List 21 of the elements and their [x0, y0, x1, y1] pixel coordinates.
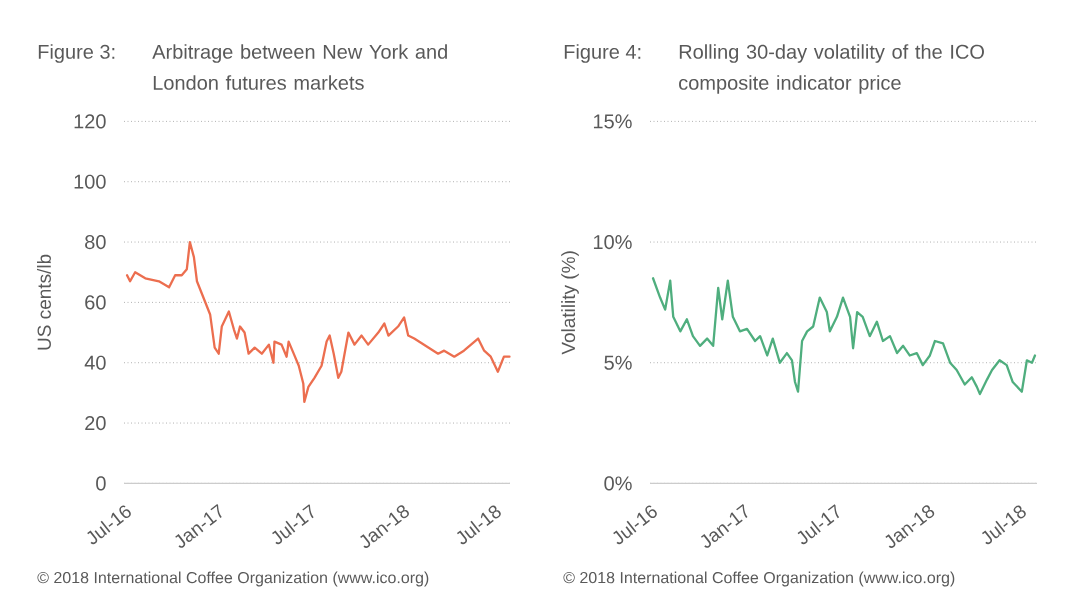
y-tick-label: 5%: [604, 355, 632, 370]
y-tick-label: 0: [96, 476, 106, 491]
y-tick-label: 20: [85, 415, 106, 431]
chart-subtitle: Arbitrage between New York and London futures markets: [152, 44, 447, 90]
y-tick-label: 60: [85, 295, 106, 310]
chart-title: Figure 3:: [38, 44, 115, 63]
y-tick-label: 100: [74, 174, 106, 189]
y-tick-label: 80: [85, 234, 106, 250]
line-series: [651, 277, 1037, 396]
y-tick-label: 10%: [593, 234, 632, 250]
y-axis-title: US cents/lb: [37, 254, 51, 350]
chart-subtitle: Rolling 30-day volatility of the ICO composite indicator price: [679, 44, 984, 94]
text: © 2018 International Coffee Organization (www.ico.org): [563, 571, 955, 587]
y-tick-label: 120: [74, 114, 106, 129]
text: © 2018 International Coffee Organization (www.ico.org): [37, 571, 429, 587]
line-series: [125, 240, 511, 404]
y-tick-label: 40: [84, 355, 106, 370]
chart-title: Figure 4:: [564, 44, 641, 63]
y-axis-title: Volatility (%): [561, 251, 579, 355]
y-tick-label: 15%: [593, 114, 632, 129]
y-tick-label: 0%: [604, 476, 632, 491]
